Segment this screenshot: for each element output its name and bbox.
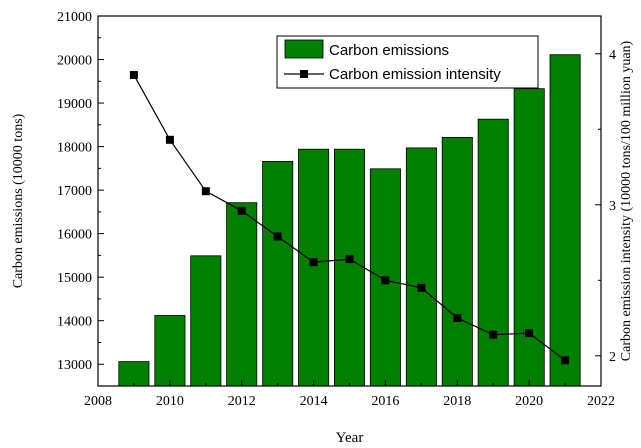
marker-2018	[453, 314, 462, 322]
marker-2021	[561, 356, 570, 365]
x-tick-label-2010: 2010	[156, 394, 184, 409]
y-right-tick-label-4: 4	[609, 48, 616, 63]
bar-2009	[118, 361, 150, 387]
bar-2012	[226, 202, 258, 387]
x-tick-label-2016: 2016	[371, 394, 399, 409]
marker-2014	[309, 258, 318, 267]
x-axis-label: Year	[336, 430, 364, 446]
legend-marker-square	[300, 70, 308, 78]
bar-series-carbon-emissions	[118, 54, 581, 387]
line-series-carbon-emission-intensity	[129, 70, 570, 365]
x-tick-label-2014: 2014	[300, 394, 328, 409]
y-left-tick-label-17000: 17000	[57, 184, 92, 199]
marker-2011	[201, 187, 210, 196]
y-left-tick-label-14000: 14000	[57, 315, 92, 330]
x-tick-label-2018: 2018	[443, 394, 471, 409]
y-left-tick-label-15000: 15000	[57, 271, 92, 286]
marker-2009	[129, 70, 138, 79]
y-axis-left: 13000 14000 15000 16000 17000 18000 19000 20000…	[57, 10, 104, 373]
bar-2018	[441, 136, 473, 387]
marker-2019	[489, 330, 498, 339]
bar-2011	[190, 255, 222, 387]
y-axis-right-label: Carbon emission intensity (10000 tons/10…	[619, 40, 634, 361]
x-tick-label-2012: 2012	[228, 394, 256, 409]
marker-2013	[273, 232, 282, 241]
y-left-tick-label-21000: 21000	[57, 10, 92, 25]
y-right-tick-label-3: 3	[609, 199, 616, 214]
x-tick-label-2022: 2022	[587, 394, 615, 409]
legend-swatch-carbon-emissions	[284, 39, 324, 59]
y-right-tick-label-2: 2	[609, 350, 616, 365]
bar-2014	[298, 148, 330, 387]
legend-label-carbon-emissions: Carbon emissions	[329, 42, 449, 59]
y-left-tick-label-16000: 16000	[57, 228, 92, 243]
y-axis-right: 2 3 4	[595, 48, 616, 365]
y-left-tick-label-13000: 13000	[57, 358, 92, 373]
bar-2017	[405, 147, 437, 387]
legend-label-carbon-emission-intensity: Carbon emission intensity	[329, 66, 501, 83]
bar-2010	[154, 315, 186, 387]
marker-2010	[165, 135, 174, 144]
x-tick-label-2020: 2020	[515, 394, 543, 409]
x-tick-label-2008: 2008	[84, 394, 112, 409]
marker-2017	[417, 283, 426, 292]
marker-2015	[345, 255, 354, 264]
bar-2015	[333, 148, 365, 387]
marker-2020	[525, 329, 534, 338]
bar-2013	[262, 160, 294, 387]
marker-2016	[381, 276, 390, 285]
bar-2021	[549, 54, 581, 387]
y-left-tick-label-19000: 19000	[57, 97, 92, 112]
y-axis-left-label: Carbon emissions (10000 tons)	[11, 113, 26, 288]
y-left-tick-label-20000: 20000	[57, 54, 92, 69]
x-axis: 2008 2010 2012 2014 2016 2018 2020 2022	[84, 380, 615, 409]
marker-2012	[237, 206, 246, 215]
y-left-tick-label-18000: 18000	[57, 141, 92, 156]
legend: Carbon emissions Carbon emission intensi…	[276, 35, 539, 89]
bar-2019	[477, 118, 509, 387]
